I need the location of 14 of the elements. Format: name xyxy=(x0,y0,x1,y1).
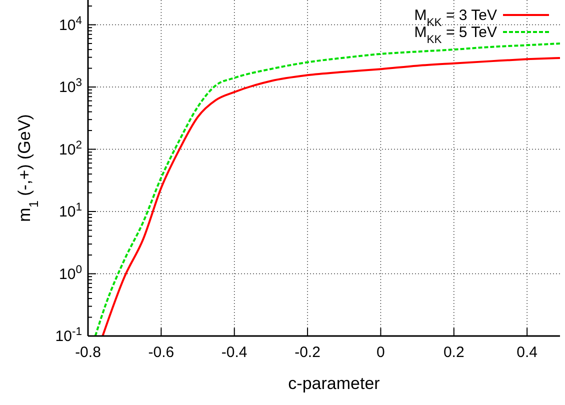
y-tick-label: 10$^{1}$ xyxy=(59,202,82,221)
x-tick-label: -0.8 xyxy=(75,344,101,361)
y-tick-label: 10$^{4}$ xyxy=(59,14,82,34)
x-tick-label: -0.4 xyxy=(221,344,248,361)
y-tick-label: 10$^{2}$ xyxy=(59,139,82,158)
x-tick-label: 0 xyxy=(376,344,385,361)
x-tick-label: 0.4 xyxy=(516,344,538,361)
y-tick-label: 10$^{0}$ xyxy=(59,264,82,283)
x-tick-label: -0.2 xyxy=(294,344,320,361)
x-axis-title: c-parameter xyxy=(288,374,380,393)
y-tick-label: 10$^{3}$ xyxy=(59,77,82,96)
y-tick-label: 10$^{-1}$ xyxy=(55,326,82,345)
x-tick-label: -0.6 xyxy=(148,344,174,361)
x-tick-label: 0.2 xyxy=(443,344,464,361)
